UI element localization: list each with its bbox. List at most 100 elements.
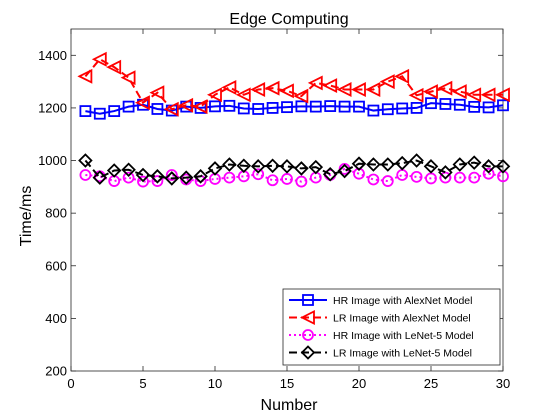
data-point	[451, 84, 467, 100]
data-point	[92, 170, 108, 185]
y-tick-label: 200	[45, 364, 67, 379]
series-4	[78, 153, 511, 186]
series-layer	[77, 51, 511, 188]
data-point	[481, 159, 496, 174]
data-point	[324, 100, 337, 112]
data-point	[193, 169, 208, 184]
data-point	[106, 59, 122, 75]
data-point	[279, 159, 295, 174]
x-tick-label: 30	[496, 376, 510, 391]
data-point	[122, 100, 135, 113]
data-point	[120, 70, 136, 86]
data-point	[365, 82, 381, 97]
data-point	[425, 97, 437, 110]
data-point	[163, 101, 179, 117]
legend: HR Image with AlexNet Model LR Image with…	[282, 288, 501, 366]
data-point	[293, 88, 309, 104]
series-line	[84, 159, 503, 180]
data-point	[149, 85, 165, 101]
data-point	[222, 157, 237, 172]
data-point	[366, 157, 381, 172]
legend-marker	[300, 345, 316, 360]
data-point	[308, 159, 324, 175]
y-tick-label: 1400	[38, 48, 67, 63]
data-point	[79, 169, 92, 181]
legend-label: HR Image with LeNet-5 Model	[333, 330, 474, 342]
data-point	[338, 100, 351, 113]
data-point	[379, 74, 395, 90]
data-point	[367, 173, 380, 186]
data-point	[381, 103, 394, 116]
data-point	[482, 167, 495, 180]
data-point	[206, 87, 222, 103]
x-tick-label: 25	[424, 376, 438, 391]
data-point	[150, 169, 165, 184]
data-point	[437, 80, 453, 96]
data-point	[223, 99, 236, 112]
data-point	[337, 163, 352, 179]
x-tick-label: 0	[67, 376, 74, 391]
data-point	[151, 103, 164, 115]
data-point	[266, 102, 279, 114]
data-point	[351, 156, 367, 171]
data-point	[295, 175, 308, 188]
y-tick-label: 1200	[38, 100, 67, 115]
data-point	[278, 83, 294, 99]
data-point	[122, 171, 135, 184]
data-point	[295, 100, 308, 113]
data-point	[466, 87, 482, 103]
x-tick-label: 5	[139, 376, 146, 391]
legend-marker	[302, 294, 314, 306]
data-point	[207, 161, 223, 176]
data-point	[381, 175, 394, 187]
data-point	[438, 165, 453, 180]
legend-label: HR Image with AlexNet Model	[333, 295, 472, 307]
data-point	[307, 75, 323, 91]
data-point	[178, 170, 194, 185]
data-point	[252, 103, 265, 115]
data-point	[106, 163, 122, 178]
data-point	[221, 79, 237, 95]
data-point	[281, 173, 293, 185]
data-point	[482, 101, 495, 114]
data-point	[468, 100, 481, 113]
data-point	[380, 157, 396, 172]
legend-label: LR Image with LeNet-5 Model	[333, 348, 472, 360]
y-tick-label: 400	[45, 311, 67, 326]
data-point	[252, 168, 265, 181]
data-point	[468, 171, 481, 184]
x-axis-label: Number	[261, 397, 319, 414]
x-tick-label: 20	[352, 376, 366, 391]
data-point	[497, 99, 509, 112]
y-axis-label: Time/ms	[18, 186, 35, 247]
data-point	[77, 68, 93, 84]
data-point	[165, 169, 178, 181]
data-point	[353, 100, 365, 113]
data-point	[192, 99, 208, 115]
data-point	[453, 171, 466, 184]
data-point	[396, 102, 409, 115]
data-point	[495, 159, 511, 174]
data-point	[266, 174, 279, 187]
data-point	[394, 155, 410, 171]
data-point	[494, 87, 510, 103]
data-point	[235, 87, 251, 103]
data-point	[422, 84, 438, 100]
data-point	[466, 155, 482, 170]
data-point	[223, 171, 236, 184]
data-point	[408, 87, 424, 103]
data-point	[294, 161, 309, 176]
chart-title: Edge Computing	[229, 11, 348, 28]
data-point	[250, 159, 266, 174]
data-point	[164, 171, 180, 186]
y-tick-label: 600	[45, 258, 67, 273]
data-point	[336, 82, 352, 97]
legend-marker	[299, 310, 315, 325]
data-point	[394, 68, 410, 84]
data-point	[409, 153, 424, 168]
data-point	[93, 107, 106, 120]
data-point	[439, 171, 452, 184]
legend-marker	[302, 329, 314, 341]
data-point	[108, 105, 121, 117]
